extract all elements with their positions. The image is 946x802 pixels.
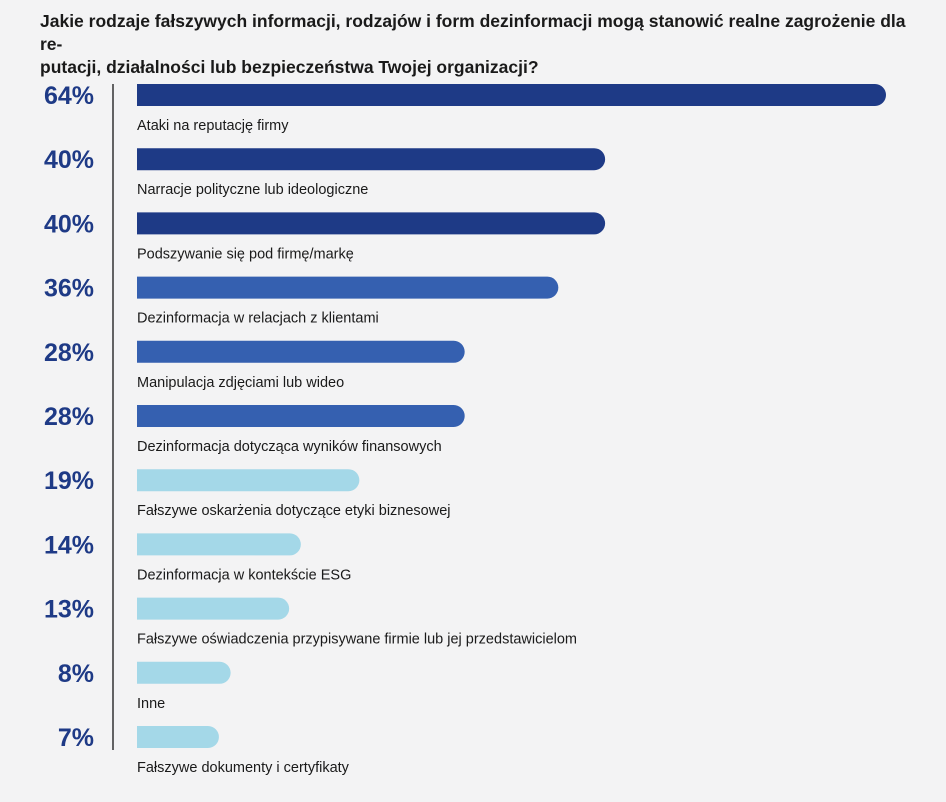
category-label: Podszywanie się pod firmę/markę — [137, 246, 354, 262]
value-label: 36% — [44, 275, 94, 303]
value-label: 28% — [44, 403, 94, 431]
bar — [137, 726, 219, 748]
bar — [137, 533, 301, 556]
value-label: 28% — [44, 339, 94, 367]
chart-title-line-1: Jakie rodzaje fałszywych informacji, rod… — [40, 11, 906, 54]
bar — [137, 148, 606, 171]
category-label: Fałszywe oświadczenia przypisywane firmi… — [137, 632, 577, 648]
value-label: 40% — [44, 210, 94, 238]
bar — [137, 661, 231, 684]
bar — [137, 212, 606, 235]
bar — [137, 469, 360, 492]
category-label: Ataki na reputację firmy — [137, 118, 289, 134]
bar — [137, 405, 465, 427]
category-label: Fałszywe oskarżenia dotyczące etyki bizn… — [137, 503, 451, 519]
value-label: 8% — [58, 660, 94, 688]
value-label: 19% — [44, 467, 94, 495]
bar — [137, 84, 886, 106]
category-label: Manipulacja zdjęciami lub wideo — [137, 375, 344, 391]
value-label: 7% — [58, 724, 94, 752]
value-label: 13% — [44, 596, 94, 624]
category-label: Dezinformacja w kontekście ESG — [137, 567, 351, 583]
bar — [137, 340, 465, 363]
category-label: Narracje polityczne lub ideologiczne — [137, 182, 368, 198]
value-label: 40% — [44, 146, 94, 174]
category-label: Dezinformacja w relacjach z klientami — [137, 311, 379, 327]
category-label: Inne — [137, 696, 165, 712]
bar — [137, 597, 290, 620]
category-label: Dezinformacja dotycząca wyników finansow… — [137, 439, 442, 455]
value-label: 14% — [44, 531, 94, 559]
bars-group: 64% Ataki na reputację firmy 40% Narracje p… — [44, 82, 886, 776]
chart-title-line-2: putacji, działalności lub bezpieczeństwa… — [40, 57, 539, 77]
value-label: 64% — [44, 82, 94, 110]
bar — [137, 276, 559, 299]
chart-title: Jakie rodzaje fałszywych informacji, rod… — [40, 10, 912, 79]
category-label: Fałszywe dokumenty i certyfikaty — [137, 760, 350, 776]
